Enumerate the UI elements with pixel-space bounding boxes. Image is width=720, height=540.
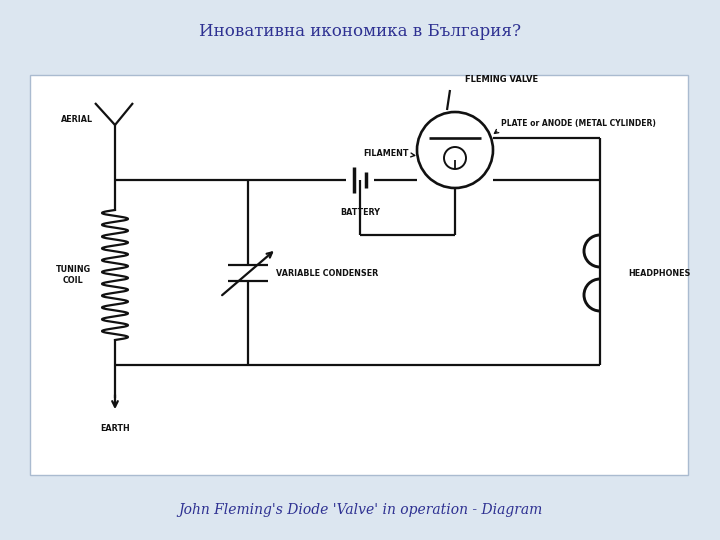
Text: HEADPHONES: HEADPHONES [628,268,690,278]
Text: AERIAL: AERIAL [61,116,93,125]
Text: FILAMENT: FILAMENT [364,150,409,159]
FancyBboxPatch shape [30,75,688,475]
Text: Иновативна икономика в България?: Иновативна икономика в България? [199,24,521,40]
Text: VARIABLE CONDENSER: VARIABLE CONDENSER [276,268,378,278]
Text: John Fleming's Diode 'Valve' in operation - Diagram: John Fleming's Diode 'Valve' in operatio… [178,503,542,517]
Text: FLEMING VALVE: FLEMING VALVE [465,75,539,84]
Text: EARTH: EARTH [100,424,130,433]
Text: BATTERY: BATTERY [340,208,380,217]
Text: TUNING
COIL: TUNING COIL [55,265,91,285]
Text: PLATE or ANODE (METAL CYLINDER): PLATE or ANODE (METAL CYLINDER) [501,119,656,128]
